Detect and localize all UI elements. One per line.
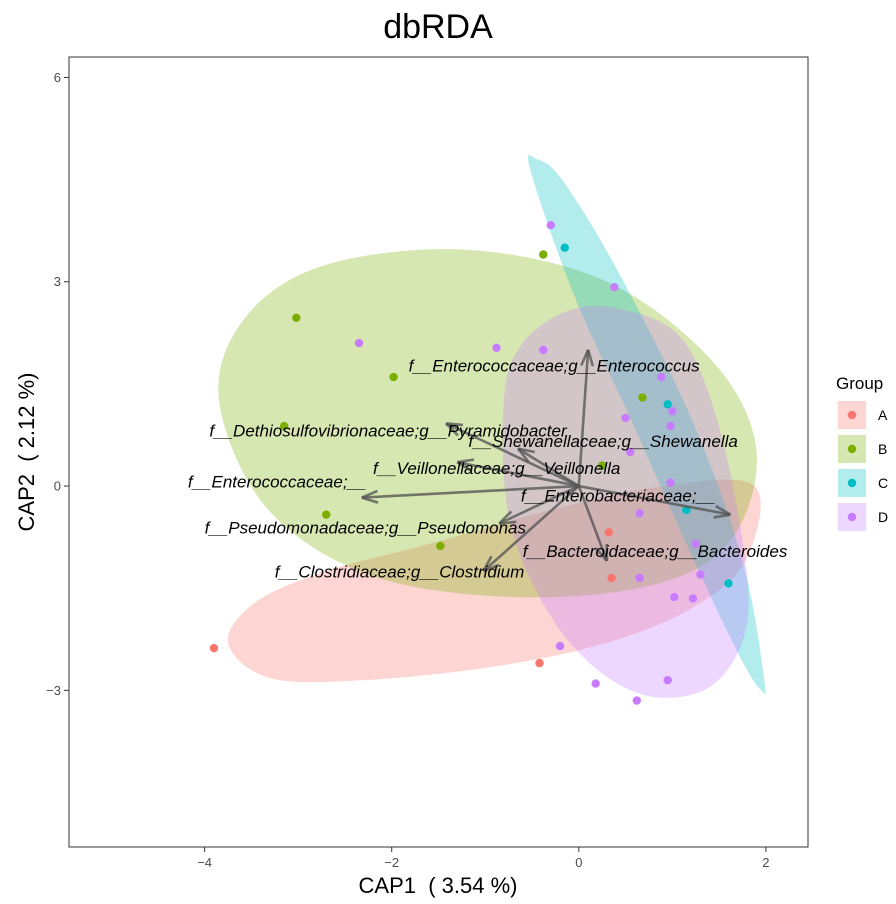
legend-label: C	[878, 475, 888, 491]
arrow-label-5: f__Enterococcaceae;__	[188, 472, 367, 491]
data-point-group-a	[535, 658, 544, 668]
loading-arrow-3	[516, 447, 580, 488]
data-point-group-d	[635, 573, 644, 583]
legend-point	[847, 410, 857, 420]
arrow-label-2: f__Dethiosulfovibrionaceae;g__Pyramidoba…	[209, 421, 568, 440]
arrow-label-7: f__Pseudomonadaceae;g__Pseudomonas	[205, 519, 527, 538]
data-point-group-d	[546, 221, 555, 230]
legend-label: B	[878, 441, 887, 457]
legend-item-d: D	[838, 503, 888, 531]
data-point-group-d	[656, 372, 666, 382]
loading-arrow-9	[482, 485, 580, 573]
data-point-group-b	[598, 461, 607, 470]
x-tick-label: −2	[384, 855, 399, 870]
legend-label: D	[878, 509, 888, 525]
data-point-group-a	[604, 528, 613, 537]
data-point-group-a	[209, 643, 219, 653]
arrow-label-8: f__Bacteroidaceae;g__Bacteroides	[523, 542, 788, 561]
loading-arrow-2	[445, 422, 580, 488]
data-point-group-d	[591, 679, 600, 688]
loading-arrow-1	[577, 349, 595, 487]
y-axis: −3 0 3 6	[46, 70, 69, 698]
data-point-group-d	[670, 592, 679, 602]
data-point-group-c	[724, 579, 733, 588]
confidence-ellipse-a	[227, 479, 761, 683]
data-point-group-d	[626, 447, 635, 457]
legend-point	[847, 444, 857, 454]
data-point-group-d	[663, 675, 672, 685]
x-tick-label: 0	[575, 855, 582, 870]
legend-item-b: B	[838, 435, 887, 463]
y-axis-title: CAP2 ( 2.12 %)	[14, 373, 39, 532]
y-tick-label: −3	[46, 683, 61, 698]
loading-arrow-4	[456, 458, 580, 488]
data-point-group-d	[492, 343, 501, 353]
y-tick-label: 3	[54, 274, 61, 289]
chart-title: dbRDA	[383, 8, 493, 46]
data-point-group-d	[555, 641, 565, 651]
data-point-group-d	[666, 421, 675, 431]
data-point-group-d	[632, 696, 642, 705]
x-axis: −4 −2 0 2	[197, 847, 770, 870]
data-point-group-d	[691, 539, 700, 549]
arrow-label-9: f__Clostridiaceae;g__Clostridium	[275, 562, 524, 581]
data-point-group-c	[663, 400, 672, 409]
data-point-group-d	[621, 413, 630, 423]
data-point-group-d	[610, 282, 619, 292]
ellipse-layer	[218, 155, 766, 698]
y-tick-label: 0	[54, 479, 61, 494]
plot-panel: f__Enterococcaceae;g__Enterococcus f__Det…	[68, 56, 809, 848]
loading-arrow-6	[578, 484, 732, 519]
legend-label: A	[878, 407, 888, 423]
point-layer	[209, 221, 733, 705]
legend-item-a: A	[838, 401, 888, 429]
data-point-group-d	[635, 509, 644, 518]
legend-point	[847, 512, 857, 522]
arrow-label-4: f__Veillonellaceae;g__Veillonella	[373, 459, 620, 478]
data-point-group-b	[292, 313, 301, 323]
x-tick-label: 2	[762, 855, 769, 870]
arrow-layer	[361, 349, 732, 573]
data-point-group-d	[354, 338, 364, 348]
data-point-group-d	[666, 478, 675, 487]
arrow-label-3: f__Shewanellaceae;g__Shewanella	[468, 432, 737, 451]
data-point-group-b	[279, 421, 289, 431]
data-point-group-b	[539, 250, 548, 259]
data-point-group-d	[668, 406, 677, 416]
loading-arrow-5	[361, 484, 579, 504]
data-point-group-d	[688, 594, 698, 603]
x-axis-title: CAP1 ( 3.54 %)	[359, 873, 518, 898]
arrow-label-6: f__Enterobacteriaceae;__	[521, 487, 716, 506]
legend-item-c: C	[838, 469, 888, 497]
loading-arrow-7	[498, 484, 580, 525]
arrow-label-layer: f__Enterococcaceae;g__Enterococcus f__Det…	[188, 357, 788, 582]
legend: Group A B C D	[836, 374, 888, 531]
data-point-group-b	[322, 510, 331, 519]
data-point-group-b	[436, 541, 445, 551]
loading-arrow-8	[577, 485, 609, 562]
y-tick-label: 6	[54, 70, 61, 85]
data-point-group-b	[638, 393, 647, 402]
confidence-ellipse-d	[502, 305, 749, 698]
plot-border	[68, 56, 809, 848]
x-tick-label: −4	[197, 855, 212, 870]
data-point-group-d	[539, 345, 548, 355]
confidence-ellipse-b	[218, 249, 757, 598]
data-point-group-b	[389, 372, 398, 382]
legend-title: Group	[836, 374, 883, 393]
confidence-ellipse-c	[527, 155, 766, 694]
legend-point	[847, 478, 857, 488]
arrow-label-1: f__Enterococcaceae;g__Enterococcus	[409, 357, 701, 376]
data-point-group-d	[696, 570, 705, 579]
data-point-group-a	[607, 573, 616, 583]
data-point-group-c	[560, 243, 569, 252]
